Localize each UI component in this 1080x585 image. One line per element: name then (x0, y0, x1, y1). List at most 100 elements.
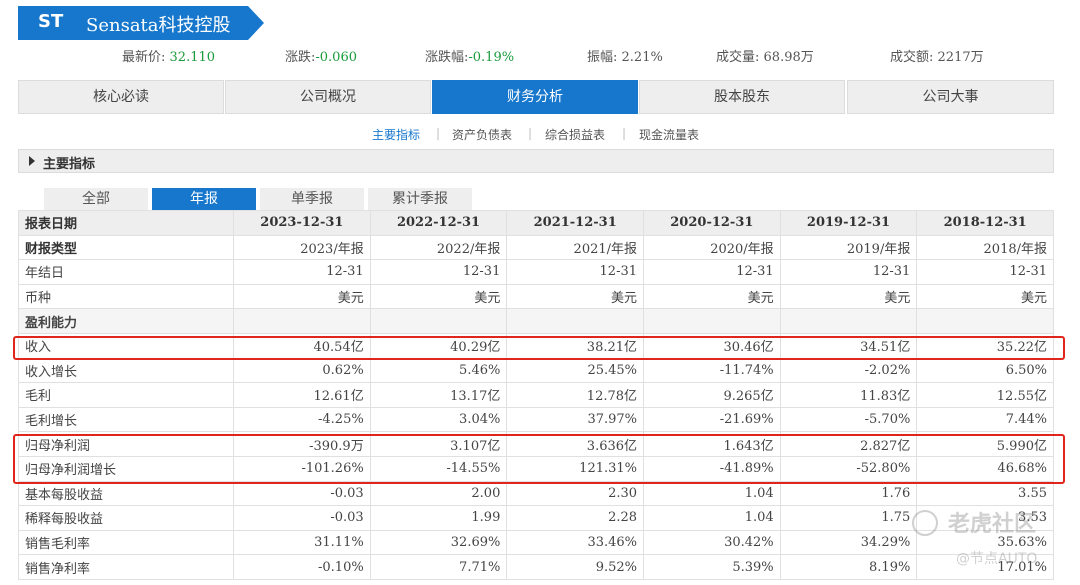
value-cell (643, 308, 781, 334)
value-cell: 6.50% (916, 357, 1054, 384)
value-cell: 1.04 (643, 480, 781, 507)
value-cell: 37.97% (506, 406, 645, 433)
value-cell: 121.31% (506, 455, 645, 482)
value-cell: 美元 (916, 283, 1054, 310)
row-label: 财报类型 (17, 234, 235, 261)
tab-shareholders[interactable]: 股本股东 (639, 80, 845, 114)
row-label: 毛利 (17, 382, 235, 408)
subnav-cash-flow[interactable]: 现金流量表 (639, 128, 700, 142)
stock-code: ST (38, 11, 64, 32)
row-label: 币种 (17, 283, 235, 310)
header-cell: 2020-12-31 (643, 210, 781, 236)
row-label: 年结日 (17, 259, 235, 285)
value-cell: -4.25% (233, 406, 371, 433)
value-cell: 12-31 (369, 259, 508, 285)
value-cell: 38.21亿 (506, 332, 645, 359)
value-cell: -21.69% (643, 406, 781, 433)
header-cell: 2022-12-31 (369, 210, 508, 236)
value-cell: 30.46亿 (643, 332, 781, 359)
stock-name: Sensata科技控股 (86, 15, 231, 36)
tab-financial-analysis[interactable]: 财务分析 (432, 80, 638, 114)
tab-core[interactable]: 核心必读 (18, 80, 224, 114)
value-cell: 1.99 (369, 505, 508, 531)
value-cell: 12.61亿 (233, 382, 371, 408)
value-cell: 2022/年报 (369, 234, 508, 261)
value-cell: 32.69% (369, 529, 508, 556)
subnav-balance-sheet[interactable]: 资产负债表 (452, 128, 513, 142)
table-row: 财报类型 2023/年报 2022/年报 2021/年报 2020/年报 2019/年报 2… (17, 234, 1054, 261)
value-cell: 2023/年报 (233, 234, 371, 261)
section-header[interactable]: 主要指标 (18, 149, 1054, 173)
table-row: 币种 美元 美元 美元 美元 美元 美元 (17, 283, 1054, 310)
value-cell: 34.51亿 (779, 332, 918, 359)
amplitude-item: 振幅: 2.21% (587, 50, 663, 65)
value-cell: 31.11% (233, 529, 371, 556)
value-cell: 25.45% (506, 357, 645, 384)
value-cell: 2021/年报 (506, 234, 645, 261)
quote-bar: 最新价: 32.110 涨跌:-0.060 涨跌幅:-0.19% 振幅: 2.2… (0, 46, 1080, 65)
caret-right-icon (29, 156, 35, 166)
main-tabs: 核心必读 公司概况 财务分析 股本股东 公司大事 (18, 80, 1054, 114)
value-cell: 5.990亿 (916, 431, 1054, 457)
watermark-text: 老虎社区 (948, 512, 1037, 537)
value-cell: 1.04 (643, 505, 781, 531)
tab-company-overview[interactable]: 公司概况 (225, 80, 431, 114)
value-cell: 12-31 (916, 259, 1054, 285)
value-cell: 13.17亿 (369, 382, 508, 408)
value-cell: -2.02% (779, 357, 918, 384)
period-tab-quarterly[interactable]: 单季报 (260, 188, 364, 210)
value-cell: 1.75 (779, 505, 918, 531)
turnover-item: 成交额: 2217万 (890, 50, 984, 65)
row-label: 收入 (17, 332, 235, 359)
stock-title-banner: ST Sensata科技控股 (18, 6, 264, 40)
value-cell: 12-31 (233, 259, 371, 285)
row-label: 毛利增长 (17, 406, 235, 433)
value-cell: -41.89% (643, 455, 781, 482)
change-pct-value: -0.19% (468, 50, 515, 65)
row-label: 收入增长 (17, 357, 235, 384)
value-cell: 2.28 (506, 505, 645, 531)
value-cell: 8.19% (779, 554, 918, 580)
value-cell: 2.00 (369, 480, 508, 507)
value-cell: 美元 (233, 283, 371, 310)
table-row: 年结日 12-31 12-31 12-31 12-31 12-31 12-31 (17, 259, 1054, 285)
value-cell: 40.54亿 (233, 332, 371, 359)
table-row: 毛利增长 -4.25% 3.04% 37.97% -21.69% -5.70% 7.44% (17, 406, 1054, 433)
row-label: 盈利能力 (17, 308, 235, 334)
value-cell: -5.70% (779, 406, 918, 433)
value-cell: 美元 (506, 283, 645, 310)
value-cell: -14.55% (369, 455, 508, 482)
period-tab-annual[interactable]: 年报 (152, 188, 256, 210)
subnav-income-statement[interactable]: 综合损益表 (545, 128, 606, 142)
value-cell: 46.68% (916, 455, 1054, 482)
value-cell: 美元 (369, 283, 508, 310)
subnav-key-metrics[interactable]: 主要指标 (372, 128, 421, 142)
value-cell (779, 308, 918, 334)
row-label: 基本每股收益 (17, 480, 235, 507)
value-cell (916, 308, 1054, 334)
table-row: 稀释每股收益 -0.03 1.99 2.28 1.04 1.75 3.53 (17, 505, 1054, 531)
table-row: 销售毛利率 31.11% 32.69% 33.46% 30.42% 34.29% 35.63… (17, 529, 1054, 556)
row-label: 归母净利润 (17, 431, 235, 457)
period-tab-cumulative[interactable]: 累计季报 (368, 188, 472, 210)
table-row: 销售净利率 -0.10% 7.71% 9.52% 5.39% 8.19% 17.01% (17, 554, 1054, 580)
value-cell: 3.107亿 (369, 431, 508, 457)
row-label: 稀释每股收益 (17, 505, 235, 531)
value-cell: 33.46% (506, 529, 645, 556)
value-cell: 美元 (779, 283, 918, 310)
value-cell: -0.03 (233, 480, 371, 507)
tab-company-events[interactable]: 公司大事 (847, 80, 1054, 114)
volume-item: 成交量: 68.98万 (716, 50, 814, 65)
value-cell: 2018/年报 (916, 234, 1054, 261)
financial-table: 报表日期 2023-12-31 2022-12-31 2021-12-31 20… (17, 210, 1054, 580)
value-cell: 35.22亿 (916, 332, 1054, 359)
period-tab-all[interactable]: 全部 (44, 188, 148, 210)
table-row: 归母净利润 -390.9万 3.107亿 3.636亿 1.643亿 2.827亿 5.99… (17, 431, 1054, 457)
table-row: 收入增长 0.62% 5.46% 25.45% -11.74% -2.02% 6.50% (17, 357, 1054, 384)
value-cell: 12.55亿 (916, 382, 1054, 408)
change-pct-item: 涨跌幅:-0.19% (425, 50, 515, 65)
value-cell: 1.76 (779, 480, 918, 507)
table-row: 基本每股收益 -0.03 2.00 2.30 1.04 1.76 3.55 (17, 480, 1054, 507)
change-item: 涨跌:-0.060 (285, 50, 357, 65)
value-cell: 2020/年报 (643, 234, 781, 261)
